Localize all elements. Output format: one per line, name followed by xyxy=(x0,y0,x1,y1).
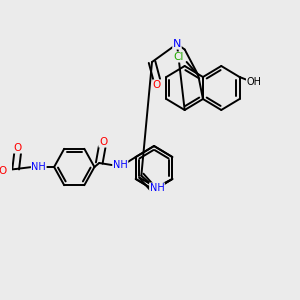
Text: Cl: Cl xyxy=(174,52,184,62)
Text: N: N xyxy=(173,39,181,49)
Text: O: O xyxy=(14,143,22,153)
Text: O: O xyxy=(0,166,6,176)
Text: NH: NH xyxy=(113,160,128,170)
Text: O: O xyxy=(99,137,107,147)
Text: NH: NH xyxy=(32,162,46,172)
Text: OH: OH xyxy=(247,77,262,87)
Text: NH: NH xyxy=(150,183,164,193)
Text: O: O xyxy=(153,80,161,90)
Bar xyxy=(173,40,181,48)
